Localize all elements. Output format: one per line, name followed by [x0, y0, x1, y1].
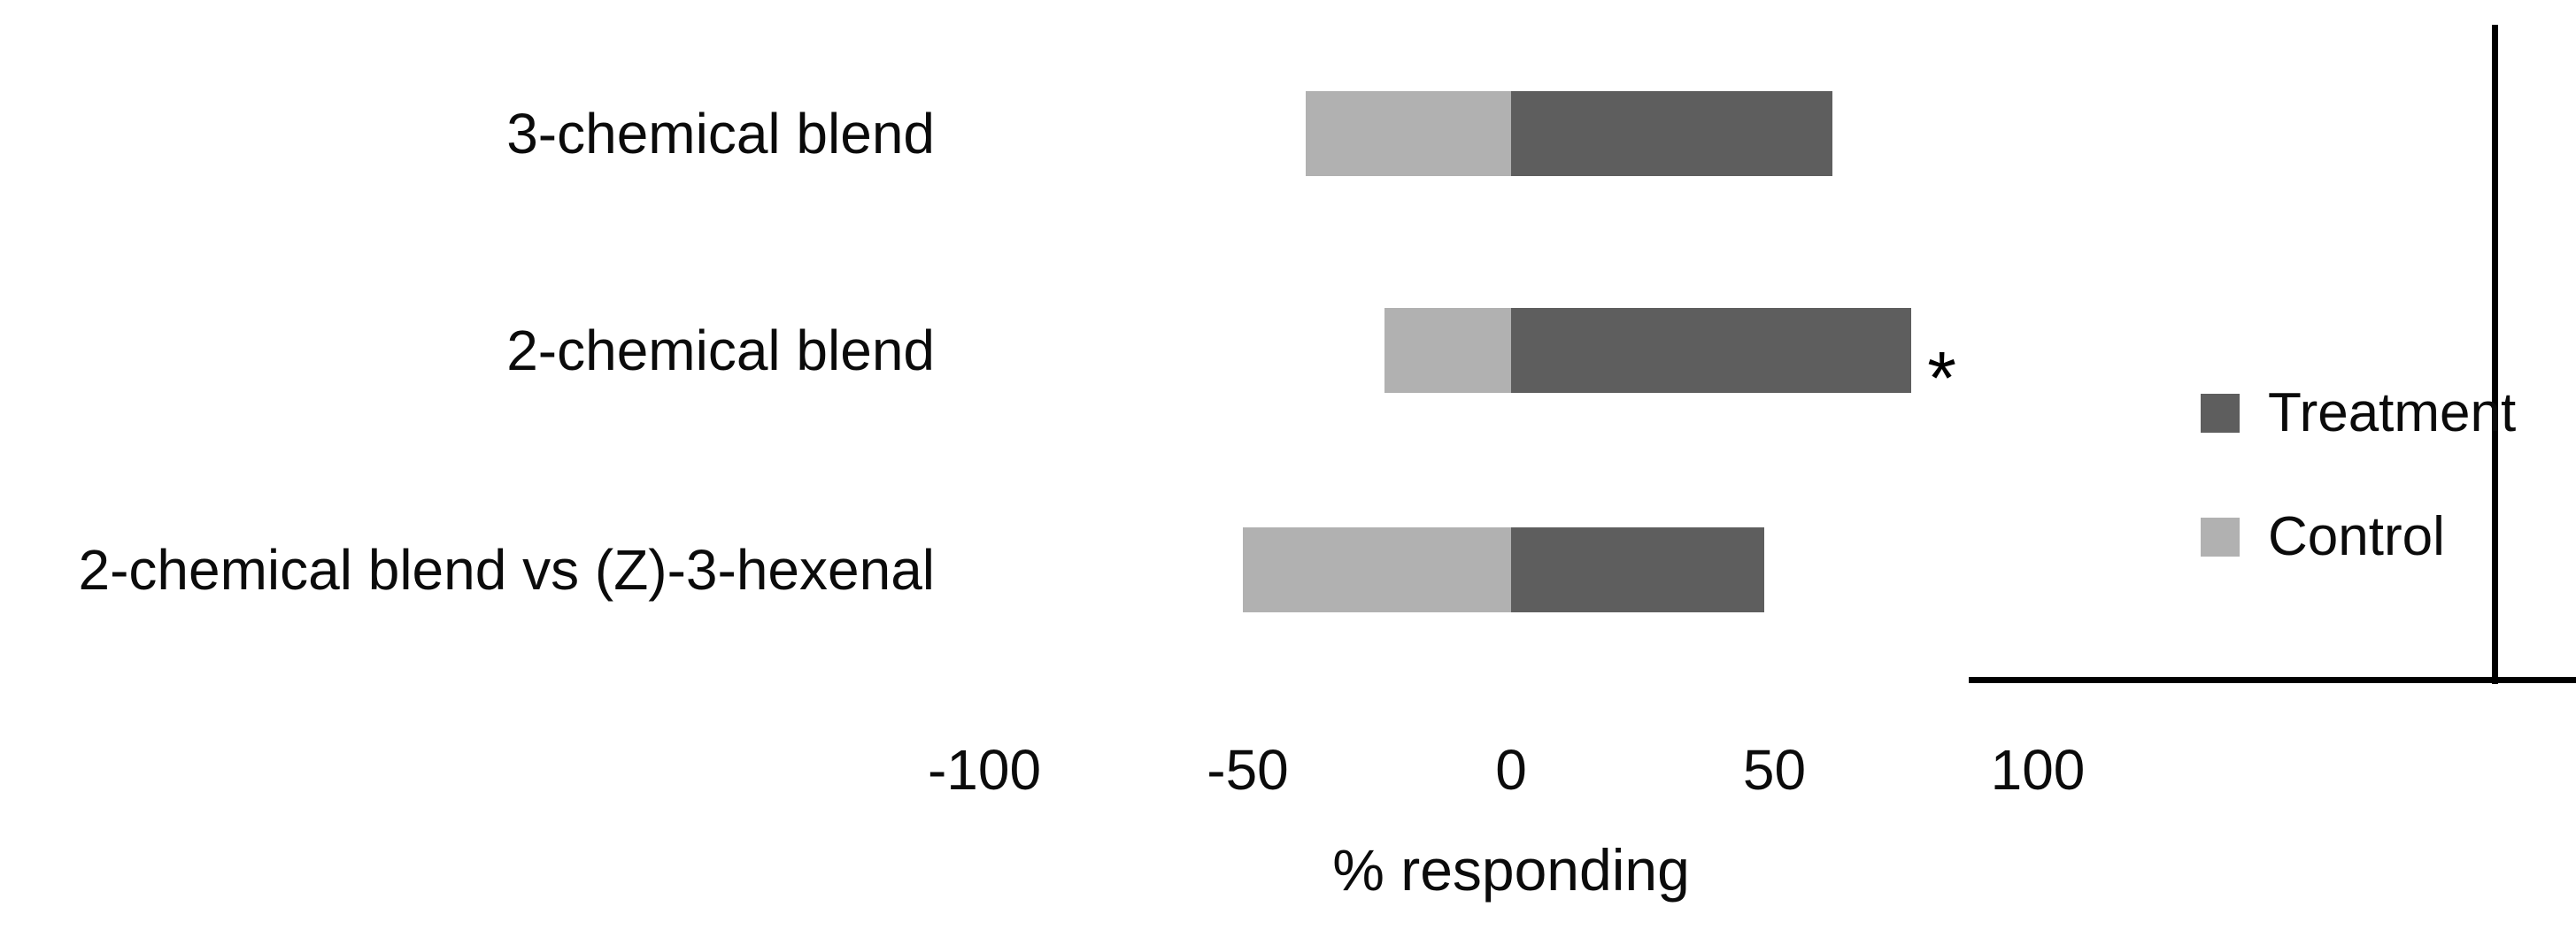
category-label-3-chemical-blend: 3-chemical blend: [506, 102, 935, 165]
legend: Treatment Control: [2201, 386, 2516, 634]
bar-control-2-chemical-blend-vs-z-3-hexenal: [1242, 527, 1511, 612]
bar-treatment-3-chemical-blend: [1511, 91, 1832, 176]
bar-control-2-chemical-blend: [1384, 308, 1511, 393]
significance-asterisk: *: [1927, 336, 1956, 419]
bar-treatment-2-chemical-blend: [1511, 308, 1912, 393]
bar-treatment-2-chemical-blend-vs-z-3-hexenal: [1511, 527, 1764, 612]
zero-axis-line: [2492, 25, 2498, 684]
control-color-swatch: [2201, 518, 2240, 557]
x-axis-title: % responding: [1332, 837, 1690, 903]
x-tick-label-neg100: -100: [927, 738, 1042, 802]
bar-control-3-chemical-blend: [1305, 91, 1511, 176]
category-label-2-chemical-blend: 2-chemical blend: [506, 319, 935, 382]
x-tick-label-neg50: -50: [1207, 738, 1289, 802]
plot-area: [984, 0, 2576, 690]
x-tick-label-0: 0: [1495, 738, 1527, 802]
legend-entry-control: Control: [2201, 510, 2516, 565]
x-tick-label-100: 100: [1990, 738, 2086, 802]
x-axis-line: [1969, 677, 2576, 683]
treatment-color-swatch: [2201, 394, 2240, 433]
legend-label-control: Control: [2268, 506, 2445, 567]
category-label-2-chemical-blend-vs-z-3-hexenal: 2-chemical blend vs (Z)-3-hexenal: [78, 538, 936, 602]
legend-entry-treatment: Treatment: [2201, 386, 2516, 441]
legend-label-treatment: Treatment: [2268, 382, 2517, 443]
x-tick-label-50: 50: [1742, 738, 1807, 802]
